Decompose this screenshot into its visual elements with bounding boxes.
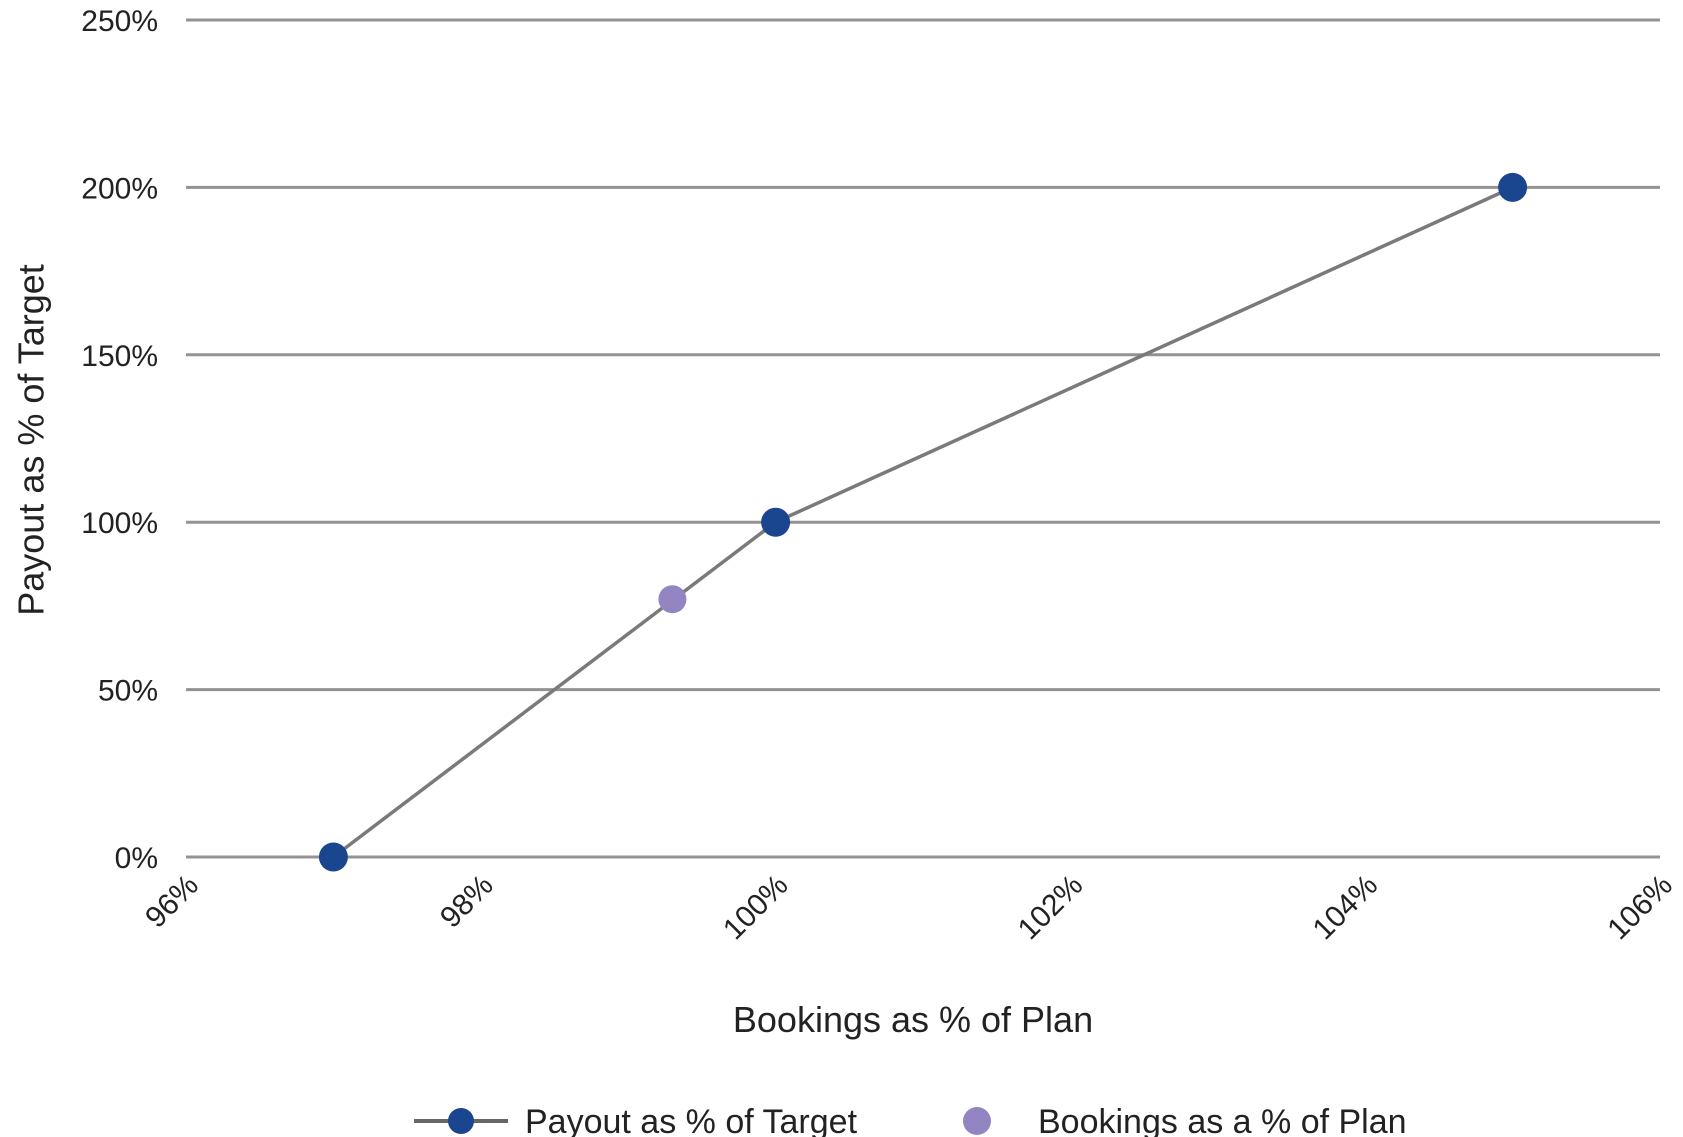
x-axis-ticks: 96% 98% 100% 102% 104% 106% <box>139 869 1679 947</box>
payout-marker <box>318 842 348 872</box>
legend: Payout as % of Target Bookings as a % of… <box>414 1103 1407 1137</box>
plot-area <box>318 172 1528 872</box>
legend-marker-payout-icon <box>448 1108 474 1134</box>
x-tick-label: 98% <box>434 869 500 935</box>
legend-marker-bookings-icon <box>963 1107 991 1135</box>
y-tick-label: 200% <box>81 172 158 205</box>
x-tick-label: 104% <box>1307 869 1385 947</box>
y-tick-label: 50% <box>98 675 158 708</box>
x-tick-label: 102% <box>1012 869 1090 947</box>
x-tick-label: 96% <box>139 869 205 935</box>
bookings-marker <box>658 585 687 614</box>
y-tick-label: 100% <box>81 507 158 540</box>
legend-label-bookings: Bookings as a % of Plan <box>1038 1103 1407 1137</box>
payout-marker <box>761 507 791 537</box>
y-axis-ticks: 0% 50% 100% 150% 200% 250% <box>81 5 158 875</box>
x-tick-label: 106% <box>1601 869 1679 947</box>
y-tick-label: 150% <box>81 340 158 373</box>
y-tick-label: 250% <box>81 5 158 38</box>
legend-label-payout: Payout as % of Target <box>525 1103 858 1137</box>
payout-marker <box>1498 172 1528 202</box>
gridlines <box>186 18 1660 859</box>
y-tick-label: 0% <box>115 842 158 875</box>
x-axis-title: Bookings as % of Plan <box>733 999 1093 1040</box>
legend-item-bookings: Bookings as a % of Plan <box>963 1103 1407 1137</box>
legend-item-payout: Payout as % of Target <box>414 1103 858 1137</box>
x-tick-label: 100% <box>717 869 795 947</box>
y-axis-title: Payout as % of Target <box>11 264 52 616</box>
